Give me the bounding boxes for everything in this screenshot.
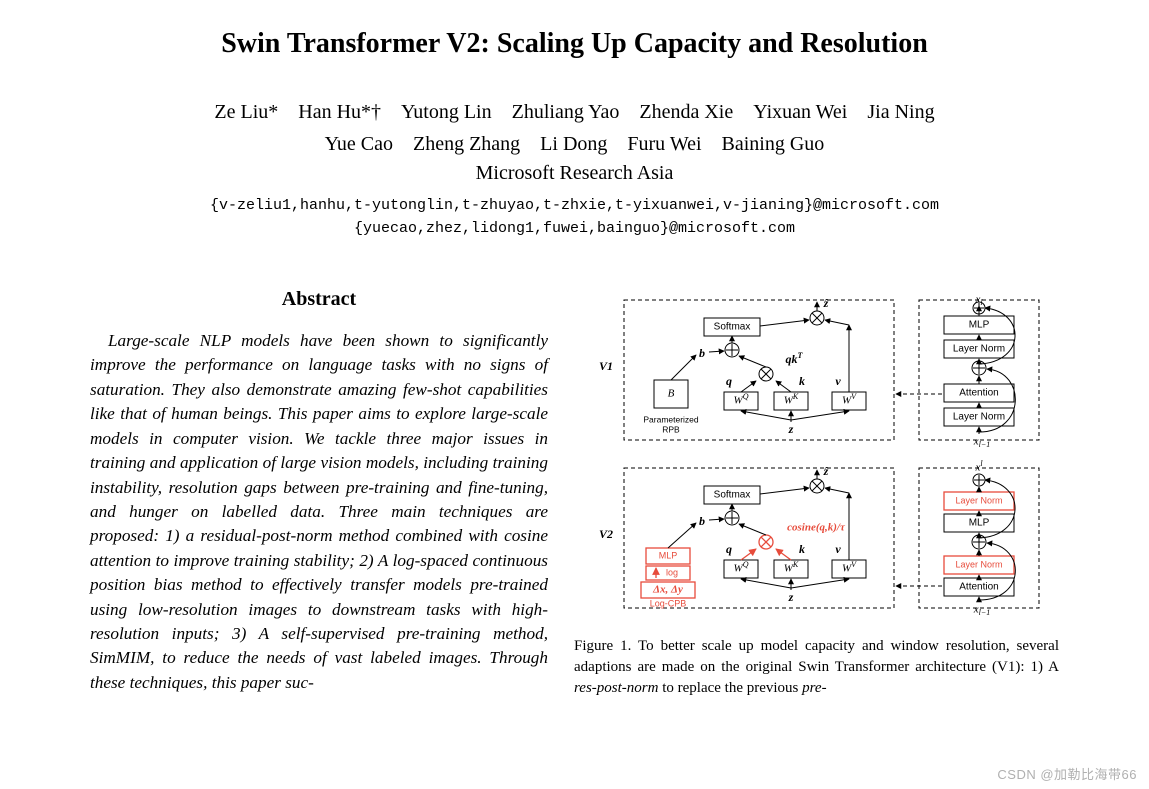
- authors-line-2: Yue Cao Zheng Zhang Li Dong Furu Wei Bai…: [90, 128, 1059, 160]
- v2-label: V2: [599, 527, 613, 541]
- v1-attn: Attention: [959, 388, 998, 399]
- watermark: CSDN @加勒比海带66: [997, 764, 1137, 783]
- v2-xl: xl: [974, 459, 983, 474]
- v2-ln1: Layer Norm: [955, 495, 1002, 505]
- affiliation: Microsoft Research Asia: [90, 162, 1059, 185]
- figure-1: V1 WQ WK WV z: [574, 288, 1059, 622]
- v2-mlp-left: MLP: [659, 550, 678, 560]
- v1-v: v: [835, 374, 841, 388]
- v2-xlm1: xl−1: [973, 604, 991, 617]
- v2-z: z: [788, 590, 794, 604]
- v1-softmax: Softmax: [714, 322, 751, 333]
- v1-z: z: [788, 422, 794, 436]
- v1-B: B: [668, 388, 675, 400]
- v2-log: log: [666, 567, 678, 577]
- author-list: Ze Liu* Han Hu*† Yutong Lin Zhuliang Yao…: [90, 96, 1059, 160]
- v2-ln2: Layer Norm: [955, 559, 1002, 569]
- authors-line-1: Ze Liu* Han Hu*† Yutong Lin Zhuliang Yao…: [90, 96, 1059, 128]
- v1-ln2: Layer Norm: [953, 412, 1005, 423]
- caption-mid: to replace the previous: [658, 680, 802, 696]
- emails-line-1: {v-zeliu1,hanhu,t-yutonglin,t-zhuyao,t-z…: [90, 195, 1059, 218]
- caption-term-2: pre-: [802, 680, 826, 696]
- v1-q: q: [726, 374, 732, 388]
- v2-softmax: Softmax: [714, 490, 751, 501]
- v1-xlm1: xl−1: [973, 436, 991, 449]
- v1-b: b: [699, 346, 705, 360]
- v1-mlp: MLP: [969, 320, 990, 331]
- caption-prefix: Figure 1. To better scale up model capac…: [574, 638, 1059, 675]
- v2-logcpb: Log-CPB: [650, 598, 687, 608]
- v1-ln1: Layer Norm: [953, 344, 1005, 355]
- v2-dxdy: Δx, Δy: [652, 584, 683, 596]
- caption-term-1: res-post-norm: [574, 680, 658, 696]
- author-emails: {v-zeliu1,hanhu,t-yutonglin,t-zhuyao,t-z…: [90, 195, 1059, 240]
- v2-b: b: [699, 514, 705, 528]
- v1-k: k: [799, 374, 805, 388]
- v1-qkT: qkT: [786, 351, 804, 366]
- v2-zhat: ẑ: [823, 464, 829, 478]
- v2-cos: cosine(q,k)/τ: [787, 522, 846, 534]
- v2-attn-r: Attention: [959, 582, 998, 593]
- v2-mlp-r: MLP: [969, 518, 990, 529]
- figure-1-caption: Figure 1. To better scale up model capac…: [574, 636, 1059, 699]
- v2-q: q: [726, 542, 732, 556]
- paper-title: Swin Transformer V2: Scaling Up Capacity…: [90, 28, 1059, 60]
- abstract-heading: Abstract: [90, 288, 548, 311]
- v1-rpb1: Parameterized: [643, 414, 699, 424]
- v2-k: k: [799, 542, 805, 556]
- abstract-body: Large-scale NLP models have been shown t…: [90, 329, 548, 695]
- v2-v: v: [835, 542, 841, 556]
- v1-label: V1: [599, 359, 613, 373]
- emails-line-2: {yuecao,zhez,lidong1,fuwei,bainguo}@micr…: [90, 218, 1059, 241]
- v1-rpb2: RPB: [662, 424, 680, 434]
- v1-zhat: ẑ: [823, 296, 829, 310]
